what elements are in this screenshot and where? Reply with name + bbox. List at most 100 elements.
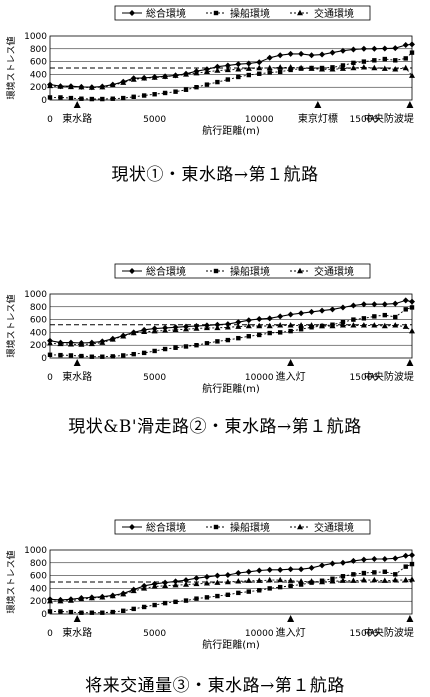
legend-entry-1: 総合環境 [146,521,186,534]
landmark-marker-3 [406,359,414,366]
data-point [89,610,95,615]
data-point [99,594,106,600]
data-point [57,340,64,347]
x-tick-label-2: 10000 [245,373,274,383]
data-point [183,598,189,603]
data-point [67,341,74,347]
legend-marker-3 [297,267,303,274]
data-point [351,572,356,577]
data-point [152,92,157,97]
x-tick-label-3: 15000 [350,629,379,639]
data-point [47,598,53,604]
data-point [256,59,263,66]
landmark-label-2: 進入灯 [276,627,306,639]
data-point [235,323,242,329]
data-point [381,65,388,71]
data-point [392,322,399,328]
data-point [360,301,367,308]
data-point [58,609,63,614]
data-point [319,307,326,314]
data-point [339,559,346,566]
data-point [225,77,231,82]
data-point [245,65,252,71]
data-point [204,341,210,346]
data-point [99,339,106,345]
x-axis-label: 航行距離(m) [202,382,260,395]
data-point [287,50,294,57]
data-point [109,592,116,599]
data-point [110,354,115,359]
y-tick-label-2: 400 [30,70,47,80]
series-3 [47,64,415,90]
data-point [308,322,315,328]
data-point [215,593,220,599]
data-point [47,352,53,357]
data-point [100,610,105,615]
data-point [266,64,273,71]
data-point [360,556,367,563]
y-axis-label: 環境ストレス値 [5,550,17,613]
data-point [67,83,74,90]
data-point [152,348,157,354]
data-point [287,577,294,583]
data-point [47,609,53,614]
data-point [235,578,242,584]
data-point [350,64,357,71]
data-point [371,555,378,562]
data-point [277,52,284,59]
data-point [256,577,263,583]
data-point [78,84,85,90]
y-tick-label-3: 600 [30,316,47,326]
data-point [235,319,242,326]
data-point [173,89,178,94]
data-point [235,66,242,72]
data-point [100,354,105,359]
data-point [257,71,262,76]
data-point [372,58,377,63]
plot-area [49,293,413,359]
data-point [319,562,326,569]
data-point [381,577,388,583]
y-tick-label-2: 400 [30,328,47,338]
data-point [409,305,415,310]
x-tick-label-3: 15000 [350,373,379,383]
data-point [402,41,409,48]
data-point [339,65,346,71]
legend-marker-1 [129,524,135,530]
data-point [68,353,74,358]
data-point [298,566,305,573]
data-point [57,598,64,604]
data-point [329,49,336,56]
data-point [339,47,346,54]
data-point [245,317,252,324]
data-point [162,600,168,606]
data-point [319,66,326,72]
data-point [203,580,210,586]
data-point [120,590,127,597]
data-point [287,322,294,328]
data-point [371,64,378,71]
data-point [392,555,399,562]
data-point [141,585,148,591]
landmark-label-1: 東水路 [62,626,92,639]
data-point [329,66,336,72]
y-tick-label-2: 400 [30,584,47,594]
y-tick-label-1: 200 [30,341,47,351]
data-point [225,592,231,597]
data-point [382,56,387,62]
data-point [402,552,409,559]
data-point [173,345,178,350]
data-point [141,93,147,98]
data-point [382,312,387,318]
data-point [298,50,305,57]
data-point [266,54,273,61]
data-point [277,64,284,70]
data-point [308,65,315,71]
data-point [130,587,137,594]
data-point [267,586,272,591]
data-point [162,327,169,333]
data-point [266,566,273,573]
data-point [277,330,283,335]
data-point [392,45,399,52]
data-point [225,337,231,343]
